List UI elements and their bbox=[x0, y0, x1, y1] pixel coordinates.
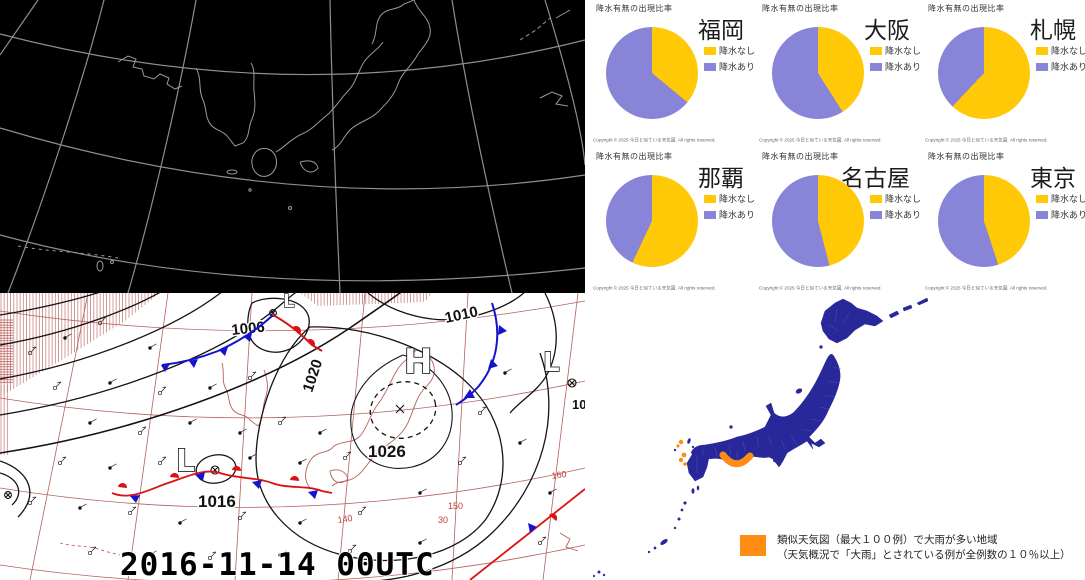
legend-label-no-precip: 降水なし bbox=[885, 194, 922, 204]
isobars bbox=[0, 293, 557, 580]
legend-label-precip: 降水あり bbox=[885, 210, 922, 220]
copyright-text: Copyright © 2025 今日と似ている天気図. All rights … bbox=[759, 286, 882, 291]
copyright-text: Copyright © 2025 今日と似ている天気図. All rights … bbox=[925, 286, 1048, 291]
legend-label-no-precip: 降水なし bbox=[1051, 46, 1085, 56]
pie-legend: 降水なし 降水あり bbox=[870, 192, 921, 224]
pie-chart bbox=[938, 175, 1030, 267]
svg-text:1026: 1026 bbox=[368, 442, 406, 461]
map-legend-text: 類似天気図（最大１００例）で大雨が多い地域 （天気概況で「大雨」とされている例が… bbox=[777, 533, 1071, 562]
pie-panel-nagoya: 降水有無の出現比率 名古屋 降水なし 降水あり Copyright © 2025… bbox=[753, 148, 921, 296]
legend-swatch-precip bbox=[1036, 62, 1048, 71]
low-symbol: L bbox=[176, 444, 195, 479]
copyright-text: Copyright © 2025 今日と似ている天気図. All rights … bbox=[925, 138, 1048, 143]
legend-swatch-no-precip bbox=[1036, 46, 1048, 55]
heavy-rain-highlights bbox=[676, 439, 754, 468]
surface-weather-chart: 140 150 30 160 bbox=[0, 293, 585, 580]
pie-city-label: 名古屋 bbox=[841, 165, 910, 191]
legend-label-precip: 降水あり bbox=[719, 62, 756, 72]
pie-panel-osaka: 降水有無の出現比率 大阪 降水なし 降水あり Copyright © 2025 … bbox=[753, 0, 921, 148]
pie-legend: 降水なし 降水あり bbox=[704, 44, 755, 76]
pie-panel-tokyo: 降水有無の出現比率 東京 降水なし 降水あり Copyright © 2025 … bbox=[919, 148, 1085, 296]
coastlines bbox=[17, 0, 571, 272]
satellite-map bbox=[0, 0, 585, 293]
satellite-map-panel bbox=[0, 0, 585, 293]
pie-panel-fukuoka: 降水有無の出現比率 福岡 降水なし 降水あり Copyright © 2025 … bbox=[587, 0, 755, 148]
legend-swatch-precip bbox=[1036, 210, 1048, 219]
surface-weather-chart-panel: 140 150 30 160 bbox=[0, 293, 585, 580]
prefecture-borders bbox=[696, 308, 850, 473]
svg-text:140: 140 bbox=[337, 513, 353, 525]
pie-chart bbox=[772, 175, 864, 267]
legend-swatch-no-precip bbox=[870, 46, 882, 55]
pie-panel-title: 降水有無の出現比率 bbox=[596, 152, 673, 161]
pie-panel-naha: 降水有無の出現比率 那覇 降水なし 降水あり Copyright © 2025 … bbox=[587, 148, 755, 296]
legend-label-precip: 降水あり bbox=[885, 62, 922, 72]
legend-label-no-precip: 降水なし bbox=[1051, 194, 1085, 204]
pie-panel-title: 降水有無の出現比率 bbox=[762, 152, 839, 161]
legend-label-precip: 降水あり bbox=[719, 210, 756, 220]
svg-text:1016: 1016 bbox=[198, 492, 236, 511]
svg-text:150: 150 bbox=[448, 501, 463, 511]
pie-legend: 降水なし 降水あり bbox=[870, 44, 921, 76]
japan-landmass bbox=[592, 297, 929, 578]
legend-swatch-precip bbox=[704, 62, 716, 71]
svg-text:10: 10 bbox=[572, 397, 585, 412]
pie-legend: 降水なし 降水あり bbox=[704, 192, 755, 224]
legend-swatch-no-precip bbox=[704, 194, 716, 203]
map-legend-line2: （天気概況で「大雨」とされている例が全例数の１０％以上） bbox=[777, 548, 1071, 561]
heavy-rain-map-panel: 類似天気図（最大１００例）で大雨が多い地域 （天気概況で「大雨」とされている例が… bbox=[585, 295, 1085, 580]
svg-text:30: 30 bbox=[438, 515, 448, 525]
legend-label-no-precip: 降水なし bbox=[719, 194, 756, 204]
legend-swatch-precip bbox=[704, 210, 716, 219]
legend-swatch-heavy-rain bbox=[740, 535, 766, 556]
legend-swatch-precip bbox=[870, 210, 882, 219]
center-marks bbox=[4, 309, 577, 499]
graticule bbox=[0, 0, 585, 293]
chart-date-label: 2016-11-14 00UTC bbox=[120, 547, 435, 580]
copyright-text: Copyright © 2025 今日と似ている天気図. All rights … bbox=[593, 138, 716, 143]
legend-swatch-no-precip bbox=[704, 46, 716, 55]
weather-fronts bbox=[111, 302, 585, 580]
pie-city-label: 札幌 bbox=[1030, 17, 1076, 43]
pie-chart bbox=[606, 175, 698, 267]
pie-chart bbox=[772, 27, 864, 119]
pie-city-label: 那覇 bbox=[698, 165, 744, 191]
map-legend: 類似天気図（最大１００例）で大雨が多い地域 （天気概況で「大雨」とされている例が… bbox=[740, 533, 1071, 562]
pie-chart bbox=[606, 27, 698, 119]
pie-panel-title: 降水有無の出現比率 bbox=[928, 152, 1005, 161]
pie-chart bbox=[938, 27, 1030, 119]
svg-text:160: 160 bbox=[551, 469, 567, 481]
low-symbol: L bbox=[283, 293, 294, 312]
legend-swatch-no-precip bbox=[1036, 194, 1048, 203]
copyright-text: Copyright © 2025 今日と似ている天気図. All rights … bbox=[759, 138, 882, 143]
map-legend-line1: 類似天気図（最大１００例）で大雨が多い地域 bbox=[777, 534, 998, 546]
pie-panel-title: 降水有無の出現比率 bbox=[928, 4, 1005, 13]
legend-swatch-no-precip bbox=[870, 194, 882, 203]
pie-panel-title: 降水有無の出現比率 bbox=[762, 4, 839, 13]
latlon-labels: 140 150 30 160 bbox=[337, 469, 567, 525]
legend-label-precip: 降水あり bbox=[1051, 210, 1085, 220]
pie-city-label: 大阪 bbox=[864, 17, 910, 43]
pie-panel-sapporo: 降水有無の出現比率 札幌 降水なし 降水あり Copyright © 2025 … bbox=[919, 0, 1085, 148]
pie-city-label: 東京 bbox=[1030, 165, 1076, 191]
pie-panel-title: 降水有無の出現比率 bbox=[596, 4, 673, 13]
pie-city-label: 福岡 bbox=[698, 17, 744, 43]
high-symbol: H bbox=[404, 342, 432, 382]
pie-legend: 降水なし 降水あり bbox=[1036, 44, 1085, 76]
legend-label-no-precip: 降水なし bbox=[719, 46, 756, 56]
pie-legend: 降水なし 降水あり bbox=[1036, 192, 1085, 224]
legend-label-precip: 降水あり bbox=[1051, 62, 1085, 72]
svg-text:1006: 1006 bbox=[231, 319, 266, 339]
copyright-text: Copyright © 2025 今日と似ている天気図. All rights … bbox=[593, 286, 716, 291]
legend-label-no-precip: 降水なし bbox=[885, 46, 922, 56]
legend-swatch-precip bbox=[870, 62, 882, 71]
pressure-centers: H L L L bbox=[175, 293, 560, 480]
japan-map bbox=[585, 295, 1085, 580]
precipitation-pie-grid: 降水有無の出現比率 福岡 降水なし 降水あり Copyright © 2025 … bbox=[585, 0, 1085, 296]
low-symbol: L bbox=[543, 348, 560, 378]
